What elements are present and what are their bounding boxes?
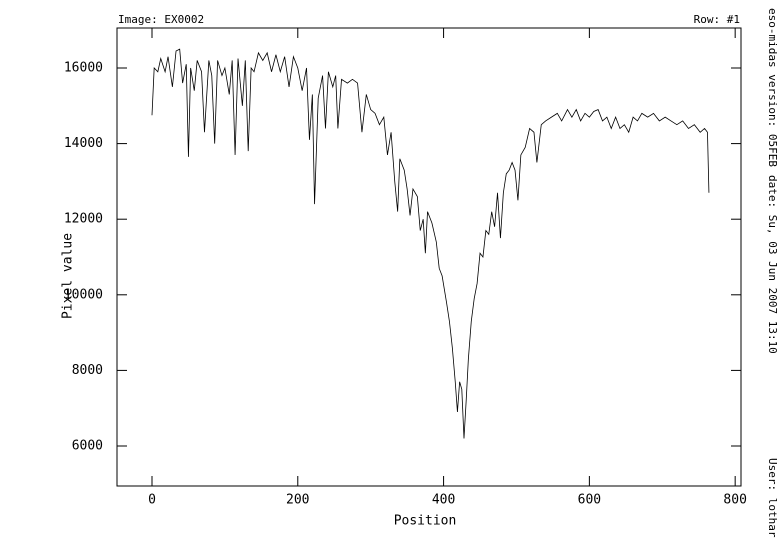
y-tick-label: 6000 [72, 439, 103, 454]
x-tick-label: 0 [148, 493, 156, 508]
x-axis-label: Position [394, 514, 457, 529]
y-tick-label: 14000 [64, 136, 103, 151]
side-date: date: Su, 03 Jun 2007 13:10 [766, 175, 779, 354]
y-tick-label: 16000 [64, 60, 103, 75]
side-user: User: lothar [766, 458, 779, 538]
header-left: Image: EX0002 [118, 13, 204, 26]
y-tick-label: 8000 [72, 363, 103, 378]
x-tick-label: 800 [723, 493, 746, 508]
x-tick-label: 400 [432, 493, 455, 508]
x-tick-label: 200 [286, 493, 309, 508]
y-tick-label: 10000 [64, 287, 103, 302]
side-version: eso-midas version: 05FEB [766, 8, 779, 167]
data-line [151, 48, 710, 439]
y-tick-label: 12000 [64, 212, 103, 227]
y-axis-label: Pixel value [61, 233, 76, 319]
header-right: Row: #1 [694, 13, 740, 26]
x-tick-label: 600 [578, 493, 601, 508]
plot-frame [116, 27, 742, 487]
